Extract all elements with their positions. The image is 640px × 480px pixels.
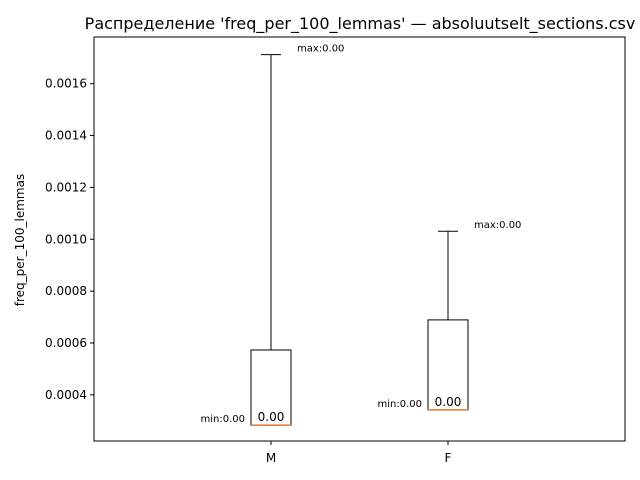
max-label: max:0.00 [474,220,521,231]
box-series: 0.00 min:0.00 max:0.00 0.00 min:0.00 max:0.00 [201,44,521,426]
max-label: max:0.00 [297,44,344,55]
box-F: 0.00 min:0.00 max:0.00 [378,220,521,411]
y-tick-label: 0.0010 [45,232,87,246]
box-M: 0.00 min:0.00 max:0.00 [201,44,344,426]
x-tick-label: F [445,451,452,465]
chart-title: Распределение 'freq_per_100_lemmas' — ab… [85,14,636,34]
plot-area-frame [93,36,626,442]
y-axis-ticks: 0.0004 0.0006 0.0008 0.0010 0.0012 0.0014 0.00… [45,77,94,402]
median-label: 0.00 [435,395,462,409]
y-tick-label: 0.0012 [45,180,87,194]
y-tick-label: 0.0008 [45,284,87,298]
y-tick-label: 0.0016 [45,77,87,91]
min-label: min:0.00 [378,399,423,410]
y-tick-label: 0.0006 [45,336,87,350]
y-tick-label: 0.0004 [45,388,87,402]
y-tick-label: 0.0014 [45,129,87,143]
y-axis-label: freq_per_100_lemmas [13,174,27,306]
min-label: min:0.00 [201,414,246,425]
median-label: 0.00 [258,410,285,424]
x-tick-label: M [266,451,276,465]
